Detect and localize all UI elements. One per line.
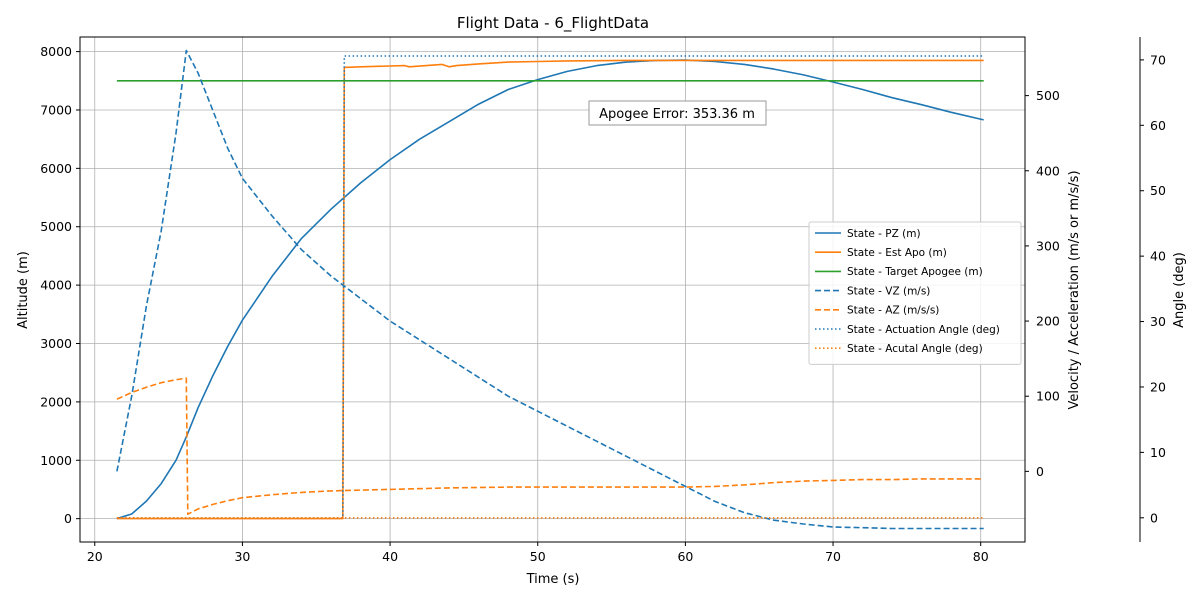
apogee-error-text: Apogee Error: 353.36 m xyxy=(599,107,755,122)
x-tick-label: 80 xyxy=(973,549,989,564)
apogee-error-annotation: Apogee Error: 353.36 m xyxy=(588,100,767,126)
series-line-0 xyxy=(116,59,984,520)
y-tick-label-right2: 40 xyxy=(1150,249,1166,264)
y-tick-label-right1: 0 xyxy=(1036,464,1044,479)
legend-entry: State - Target Apogee (m) xyxy=(847,266,983,278)
y-tick-label-left: 4000 xyxy=(40,278,72,293)
y-tick-label-right1: 400 xyxy=(1036,163,1060,178)
y-tick-label-right2: 30 xyxy=(1150,314,1166,329)
plot-frame xyxy=(79,36,1026,543)
legend-entry: State - Est Apo (m) xyxy=(847,247,947,259)
x-tick-label: 40 xyxy=(382,549,398,564)
y-tick-label-left: 8000 xyxy=(40,44,72,59)
y-tick-label-right2: 50 xyxy=(1150,183,1166,198)
y-tick-label-right1: 500 xyxy=(1036,88,1060,103)
y-tick-label-left: 6000 xyxy=(40,161,72,176)
y-tick-label-right2: 0 xyxy=(1150,510,1158,525)
x-tick-label: 30 xyxy=(234,549,250,564)
y-tick-label-right2: 20 xyxy=(1150,379,1166,394)
y-tick-label-right1: 100 xyxy=(1036,389,1060,404)
series-line-1 xyxy=(116,59,984,520)
y-tick-label-right1: 300 xyxy=(1036,238,1060,253)
y-tick-label-right2: 70 xyxy=(1150,52,1166,67)
y-tick-label-left: 5000 xyxy=(40,219,72,234)
x-tick-label: 20 xyxy=(87,549,103,564)
tick-labels: 20 30 40 50 60 70 8001000200030004000500060007… xyxy=(40,44,1166,564)
series-line-4 xyxy=(116,377,984,516)
chart-title: Flight Data - 6_FlightData xyxy=(457,14,649,33)
y-tick-label-right1: 200 xyxy=(1036,314,1060,329)
y-axis-label-angle: Angle (deg) xyxy=(1172,252,1187,328)
legend-entry: State - PZ (m) xyxy=(847,228,921,240)
series-line-3 xyxy=(116,49,984,530)
axes xyxy=(76,36,1144,546)
y-axis-label-velocity: Velocity / Acceleration (m/s or m/s/s) xyxy=(1067,170,1082,409)
y-tick-label-right2: 60 xyxy=(1150,118,1166,133)
y-tick-label-left: 3000 xyxy=(40,336,72,351)
x-tick-label: 70 xyxy=(825,549,841,564)
series-lines xyxy=(116,49,984,530)
legend: State - PZ (m) State - Est Apo (m) State -… xyxy=(808,221,1022,365)
y-tick-label-left: 0 xyxy=(64,511,72,526)
y-axis-label-altitude: Altitude (m) xyxy=(16,251,31,329)
y-tick-label-left: 2000 xyxy=(40,394,72,409)
legend-box xyxy=(808,221,1022,365)
y-tick-label-right2: 10 xyxy=(1150,445,1166,460)
x-tick-label: 60 xyxy=(677,549,693,564)
legend-entry: State - VZ (m/s) xyxy=(847,285,930,297)
legend-entry: State - Acutal Angle (deg) xyxy=(847,343,983,355)
x-tick-label: 50 xyxy=(530,549,546,564)
y-tick-label-left: 1000 xyxy=(40,453,72,468)
legend-entry: State - Actuation Angle (deg) xyxy=(847,324,1000,336)
y-tick-label-left: 7000 xyxy=(40,102,72,117)
legend-entry: State - AZ (m/s/s) xyxy=(847,305,939,317)
x-axis-label: Time (s) xyxy=(526,572,580,587)
